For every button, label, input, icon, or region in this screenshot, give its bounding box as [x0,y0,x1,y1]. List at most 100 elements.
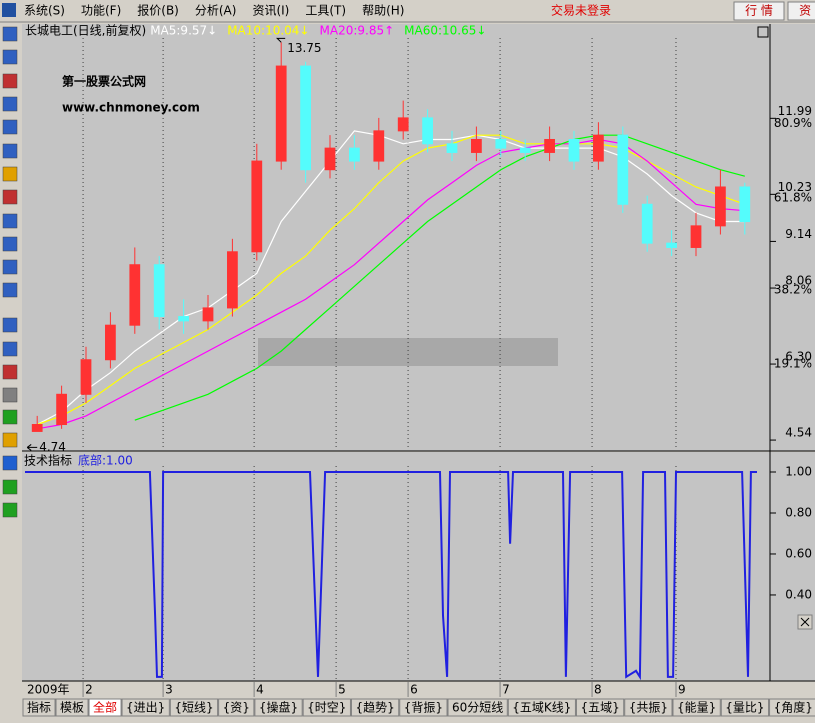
tool-icon[interactable] [2,409,18,425]
menu-button-label[interactable]: 行 情 [745,4,773,18]
tab[interactable] [769,698,815,717]
legend-entry: MA5:9.57↓ [150,24,217,38]
tab-label[interactable]: {操盘} [259,700,298,715]
tab-label[interactable]: 全部 [93,700,117,715]
tab[interactable] [575,698,625,717]
menu-button[interactable] [733,1,785,21]
candle-body [202,307,214,322]
tool-icon[interactable] [2,143,18,159]
tab-label[interactable]: {短线} [174,701,213,715]
candle-body [324,147,336,171]
tab-label[interactable]: 指标 [27,700,51,715]
tool-icon[interactable] [2,259,18,275]
chart-title: 长城电工(日线,前复权) [25,23,146,38]
tool-icon[interactable] [2,282,18,298]
tool-icon[interactable] [2,341,18,357]
menu-item[interactable]: 资讯(I) [252,4,289,18]
date-label: 8 [594,683,602,697]
y-tick-label: 6.30 [785,350,812,364]
tab-label[interactable]: {时空} [307,701,346,715]
tool-icon[interactable] [2,166,18,182]
tab-label[interactable]: {能量} [677,701,716,715]
date-label: 3 [165,683,173,697]
tab[interactable] [350,698,400,717]
tab[interactable] [169,698,219,717]
candle-body [568,138,580,162]
annotation-pointer [275,37,286,43]
candle-body [471,138,482,153]
tab[interactable] [507,698,576,717]
tab-label[interactable]: {五域} [580,701,619,715]
tool-icon[interactable] [2,236,18,252]
tool-icon[interactable] [2,317,18,333]
annotation-label: 4.74 [39,440,66,454]
fib-label: 38.2% [774,282,812,296]
tool-icon[interactable] [2,455,18,471]
y-tick-label: 9.14 [785,227,812,241]
tab[interactable] [720,698,770,717]
ma-line [134,134,745,421]
menu-item[interactable]: 系统(S) [24,4,65,18]
candle-body [178,316,189,322]
tab[interactable] [22,698,56,717]
tool-icon[interactable] [2,432,18,448]
watermark: www.chnmoney.com [62,101,200,115]
tool-icon[interactable] [2,119,18,135]
tab-label[interactable]: {进出} [126,701,165,715]
annotation-label: 13.75 [287,41,321,55]
tool-icon[interactable] [2,502,18,518]
menu-item[interactable]: 帮助(H) [362,4,404,18]
y-tick-label: 1.00 [785,465,812,479]
tab-label[interactable]: {量比} [725,701,764,715]
tool-icon[interactable] [2,26,18,42]
tab[interactable] [302,698,351,717]
menu-item[interactable]: 工具(T) [305,4,346,18]
tab[interactable] [254,698,303,717]
menu-button[interactable] [787,1,815,21]
tool-icon[interactable] [2,213,18,229]
menu-item[interactable]: 功能(F) [81,4,121,18]
date-label: 9 [678,683,686,697]
time-axis [22,682,815,698]
tool-icon[interactable] [2,387,18,403]
tab-label[interactable]: {背振} [404,701,443,715]
candle-body [544,138,555,153]
tab[interactable] [447,698,508,717]
tool-icon[interactable] [2,73,18,89]
tab-label[interactable]: {五域K线} [512,701,571,715]
menu-item[interactable]: 报价(B) [137,3,179,18]
tab[interactable] [624,698,673,717]
candle-body [641,203,653,244]
tab[interactable] [55,698,89,717]
tool-icon[interactable] [2,364,18,380]
y-tick-label: 4.54 [785,426,812,440]
tab-label[interactable]: 模板 [60,701,84,715]
tab[interactable] [88,698,122,717]
price-chart: 第一股票公式网 www.chnmoney.com 13.75 4.74 长城电工(日线,… [25,23,751,681]
candle-body [349,147,360,162]
tab[interactable] [218,698,255,717]
tab-label[interactable]: 60分短线 [452,701,503,715]
indicator-panel [22,452,815,681]
y-tick-label: 10.23 [778,180,812,194]
legend-entry: 底部:1.00 [78,453,133,468]
tab[interactable] [672,698,721,717]
candle-body [593,134,604,162]
menu-button-label[interactable]: 资 讯 [799,4,815,18]
tab-label[interactable]: {角度} [774,700,813,715]
tool-icon[interactable] [2,189,18,205]
menu-item[interactable]: 分析(A) [195,4,237,18]
tab-label[interactable]: {趋势} [355,701,394,715]
tool-icon[interactable] [2,49,18,65]
candle-body [715,186,726,227]
tool-icon[interactable] [2,96,18,112]
tool-icon[interactable] [2,479,18,495]
tab[interactable] [399,698,448,717]
tab[interactable] [121,698,170,717]
tab-label[interactable]: {资} [223,701,250,715]
tab-label[interactable]: {共振} [629,701,668,715]
trade-status[interactable]: 交易未登录 [551,3,611,18]
panel-toggle[interactable] [757,26,769,38]
